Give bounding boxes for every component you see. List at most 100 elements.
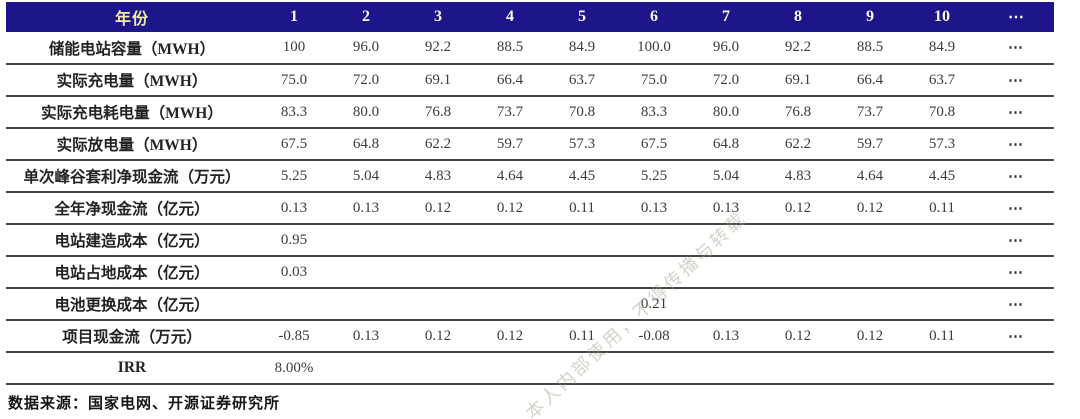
value-cell: 0.11 bbox=[546, 320, 618, 353]
row-label-cell: 项目现金流（万元） bbox=[6, 320, 258, 353]
table-row: 实际充电耗电量（MWH） 83.3 80.0 76.8 73.7 70.8 83.3 80.0… bbox=[6, 96, 1054, 129]
value-cell bbox=[330, 288, 402, 321]
ellipsis-cell: ⋯ bbox=[978, 128, 1054, 161]
value-cell: 66.4 bbox=[834, 64, 906, 97]
year-number-cell: 5 bbox=[578, 8, 586, 25]
value-cell: 4.45 bbox=[906, 160, 978, 193]
value-cell: 80.0 bbox=[690, 96, 762, 129]
ellipsis-cell bbox=[978, 352, 1054, 385]
value-cell bbox=[690, 256, 762, 289]
year-header-cell: 年份 bbox=[114, 11, 149, 28]
value-cell: 4.83 bbox=[762, 160, 834, 193]
value-cell: 57.3 bbox=[546, 128, 618, 161]
value-cell bbox=[258, 288, 330, 321]
row-label-cell: 电站占地成本（亿元） bbox=[6, 256, 258, 289]
value-cell: 66.4 bbox=[474, 64, 546, 97]
value-cell bbox=[402, 256, 474, 289]
value-cell: 72.0 bbox=[330, 64, 402, 97]
value-cell bbox=[618, 256, 690, 289]
table-row: 实际放电量（MWH） 67.5 64.8 62.2 59.7 57.3 67.5 64.8 62… bbox=[6, 128, 1054, 161]
value-cell: 0.12 bbox=[834, 320, 906, 353]
value-cell: 8.00% bbox=[258, 352, 330, 385]
value-cell bbox=[762, 256, 834, 289]
value-cell bbox=[834, 288, 906, 321]
source-note: 数据来源：国家电网、开源证券研究所 bbox=[8, 396, 281, 412]
value-cell bbox=[330, 224, 402, 257]
value-cell: 59.7 bbox=[474, 128, 546, 161]
value-cell: 0.03 bbox=[258, 256, 330, 289]
ellipsis-cell: ⋯ bbox=[978, 192, 1054, 225]
value-cell: 84.9 bbox=[906, 32, 978, 65]
value-cell bbox=[834, 352, 906, 385]
value-cell: 0.12 bbox=[474, 192, 546, 225]
value-cell: 83.3 bbox=[618, 96, 690, 129]
value-cell: 5.25 bbox=[258, 160, 330, 193]
value-cell bbox=[906, 256, 978, 289]
value-cell: 92.2 bbox=[402, 32, 474, 65]
ellipsis-cell: ⋯ bbox=[978, 288, 1054, 321]
ellipsis-cell: ⋯ bbox=[978, 32, 1054, 65]
value-cell: 0.12 bbox=[402, 320, 474, 353]
value-cell bbox=[330, 256, 402, 289]
value-cell: 67.5 bbox=[618, 128, 690, 161]
value-cell bbox=[474, 288, 546, 321]
value-cell: 0.12 bbox=[762, 192, 834, 225]
value-cell: 96.0 bbox=[690, 32, 762, 65]
value-cell: 4.64 bbox=[834, 160, 906, 193]
value-cell: 64.8 bbox=[690, 128, 762, 161]
value-cell: 76.8 bbox=[402, 96, 474, 129]
value-cell: 0.13 bbox=[330, 192, 402, 225]
value-cell: 0.21 bbox=[618, 288, 690, 321]
value-cell bbox=[762, 352, 834, 385]
value-cell: 0.11 bbox=[906, 192, 978, 225]
value-cell: 0.95 bbox=[258, 224, 330, 257]
value-cell: 84.9 bbox=[546, 32, 618, 65]
ellipsis-cell: ⋯ bbox=[978, 64, 1054, 97]
value-cell: 4.64 bbox=[474, 160, 546, 193]
value-cell: 64.8 bbox=[330, 128, 402, 161]
value-cell: 80.0 bbox=[330, 96, 402, 129]
value-cell: 0.13 bbox=[690, 192, 762, 225]
year-number-cell: 10 bbox=[934, 8, 950, 25]
value-cell: 76.8 bbox=[762, 96, 834, 129]
value-cell bbox=[474, 352, 546, 385]
value-cell bbox=[546, 288, 618, 321]
value-cell: -0.08 bbox=[618, 320, 690, 353]
ellipsis-cell: ⋯ bbox=[978, 320, 1054, 353]
value-cell: 75.0 bbox=[618, 64, 690, 97]
table-row: 单次峰谷套利净现金流（万元） 5.25 5.04 4.83 4.64 4.45 5.25 5.… bbox=[6, 160, 1054, 193]
row-label-cell: 电站建造成本（亿元） bbox=[6, 224, 258, 257]
value-cell bbox=[474, 256, 546, 289]
value-cell: 0.13 bbox=[690, 320, 762, 353]
value-cell: 70.8 bbox=[546, 96, 618, 129]
value-cell: 69.1 bbox=[762, 64, 834, 97]
value-cell bbox=[546, 224, 618, 257]
row-label-cell: 实际放电量（MWH） bbox=[6, 128, 258, 161]
value-cell bbox=[834, 256, 906, 289]
row-label-cell: 储能电站容量（MWH） bbox=[6, 32, 258, 65]
value-cell bbox=[906, 224, 978, 257]
table-row: 储能电站容量（MWH） 100 96.0 92.2 88.5 84.9 100.0 96.0 9… bbox=[6, 32, 1054, 65]
year-number-cell: 7 bbox=[722, 8, 730, 25]
value-cell bbox=[474, 224, 546, 257]
value-cell bbox=[690, 352, 762, 385]
year-number-cell: 2 bbox=[362, 8, 370, 25]
year-number-cell: 8 bbox=[794, 8, 802, 25]
value-cell: 83.3 bbox=[258, 96, 330, 129]
value-cell: 100.0 bbox=[618, 32, 690, 65]
value-cell: 75.0 bbox=[258, 64, 330, 97]
value-cell: 73.7 bbox=[834, 96, 906, 129]
value-cell bbox=[906, 352, 978, 385]
ellipsis-cell: ⋯ bbox=[978, 96, 1054, 129]
value-cell bbox=[618, 224, 690, 257]
year-number-cell: 6 bbox=[650, 8, 658, 25]
value-cell bbox=[690, 288, 762, 321]
value-cell bbox=[402, 352, 474, 385]
value-cell: 0.11 bbox=[906, 320, 978, 353]
table-row: 电站占地成本（亿元） 0.03 ⋯ bbox=[6, 256, 1054, 289]
table-row: 电站建造成本（亿元） 0.95 ⋯ bbox=[6, 224, 1054, 257]
value-cell bbox=[402, 288, 474, 321]
value-cell: 0.12 bbox=[474, 320, 546, 353]
value-cell bbox=[402, 224, 474, 257]
value-cell: 63.7 bbox=[906, 64, 978, 97]
